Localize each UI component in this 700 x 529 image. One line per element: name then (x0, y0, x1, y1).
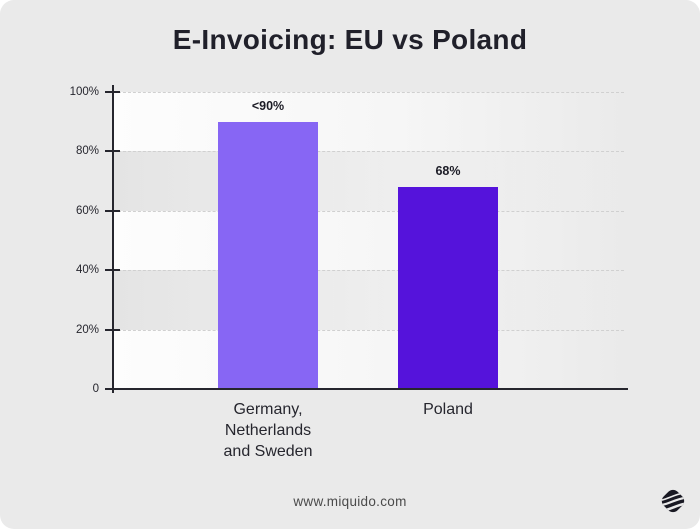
gridline-60 (113, 210, 624, 212)
plot-area: 100% 80% 60% 40% 20% 0 <90% 68% Germany,… (70, 85, 628, 460)
gridline-100 (113, 92, 624, 93)
y-axis-tick-20 (105, 328, 120, 331)
x-category-label-eu-line3: and Sweden (223, 443, 313, 461)
plot-band-40-20 (113, 270, 628, 330)
y-tick-label-80: 80% (75, 145, 99, 158)
bar-value-label-eu: <90% (251, 98, 285, 113)
miquido-logo (659, 487, 687, 515)
plot-band-80-60 (113, 151, 628, 211)
y-tick-label-20: 20% (75, 323, 99, 336)
bar-germany-netherlands-sweden: <90% (218, 99, 318, 389)
y-axis-tick-80 (105, 150, 120, 153)
gridline-80 (113, 151, 624, 153)
y-axis-tick-40 (105, 269, 120, 272)
gridline-20 (113, 329, 624, 331)
x-category-label-eu-line2: Netherlands (224, 422, 312, 440)
y-axis-tick-60 (105, 209, 120, 212)
bar-poland: 68% (398, 164, 498, 389)
chart-title: E-Invoicing: EU vs Poland (172, 24, 528, 55)
bar-value-label-poland: 68% (435, 164, 461, 179)
y-axis-line (112, 85, 114, 393)
y-tick-label-0: 0 (92, 383, 99, 395)
footer-url: www.miquido.com (293, 494, 407, 509)
x-category-label-eu: Germany, Netherlands and Sweden (153, 399, 383, 462)
y-tick-label-40: 40% (75, 264, 99, 277)
x-category-label-eu-line1: Germany, (233, 401, 303, 418)
x-category-label-poland-line1: Poland (423, 401, 473, 418)
x-category-label-poland: Poland (333, 399, 563, 420)
y-tick-label-100: 100% (69, 86, 99, 98)
gridline-40 (113, 270, 624, 272)
y-axis-tick-0 (105, 388, 120, 390)
miquido-logo-icon (659, 487, 687, 515)
y-tick-label-60: 60% (75, 204, 99, 217)
x-axis-line (105, 388, 628, 390)
y-axis-tick-100 (105, 91, 120, 93)
